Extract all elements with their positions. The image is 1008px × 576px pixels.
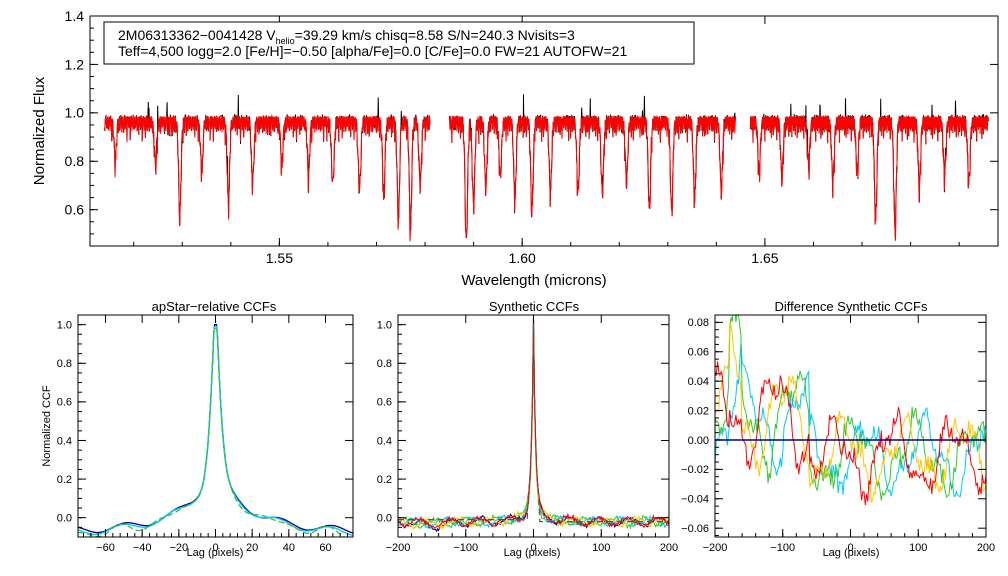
spectrum-panel: 1.55 1.60 1.65 0.6 0.8 1.0 1.2 1.4 2M06313362−0… <box>31 8 999 289</box>
apstar-ccf-series-3 <box>78 327 346 537</box>
apstar-ccf-ytick-label: 0.2 <box>57 474 72 486</box>
difference-ccf-ytick-label: 0.00 <box>688 435 709 447</box>
apstar-ccf-xtick-label: 40 <box>283 542 295 554</box>
difference-ccf-lines <box>715 315 986 506</box>
difference-ccf-series-3 <box>715 322 986 504</box>
synthetic-ccf-ytick-label: 0.0 <box>377 513 392 525</box>
apstar-ccf-panel: apStar−relative CCFs −60 −40 −20 0 20 40 60 0.0… <box>41 299 354 559</box>
spectrum-xtick-label: 1.65 <box>751 250 778 266</box>
spectrum-ytick-label: 1.0 <box>65 105 85 121</box>
difference-ccf-xtick-label: 200 <box>977 542 995 554</box>
apstar-ccf-ytick-label: 0.8 <box>57 358 72 370</box>
spectrum-ticks: 1.55 1.60 1.65 0.6 0.8 1.0 1.2 1.4 <box>65 8 998 266</box>
difference-ccf-title: Difference Synthetic CCFs <box>775 299 928 314</box>
difference-ccf-series-4 <box>715 361 986 506</box>
apstar-ccf-ytick-label: 1.0 <box>57 320 72 332</box>
spectrum-plot-lines <box>104 94 989 242</box>
apstar-ccf-xtick-label: −60 <box>96 542 115 554</box>
apstar-ccf-ytick-label: 0.0 <box>57 513 72 525</box>
difference-ccf-xtick-label: 100 <box>909 542 927 554</box>
synthetic-ccf-xtick-label: 0 <box>530 542 536 554</box>
apstar-ccf-series-1 <box>78 324 353 534</box>
synthetic-ccf-panel: Synthetic CCFs −200 −100 0 100 200 0.0 0.2 0.4 0… <box>377 299 678 559</box>
difference-ccf-panel: Difference Synthetic CCFs −200 −100 0 100 20… <box>681 299 995 559</box>
synthetic-ccf-title: Synthetic CCFs <box>489 299 580 314</box>
synthetic-ccf-xtick-label: −200 <box>386 542 411 554</box>
difference-ccf-xtick-label: 0 <box>847 542 853 554</box>
difference-ccf-xtick-label: −200 <box>703 542 728 554</box>
apstar-ccf-ytick-label: 0.4 <box>57 435 72 447</box>
apstar-ccf-xtick-label: −40 <box>133 542 152 554</box>
difference-ccf-ytick-label: −0.04 <box>681 494 709 506</box>
spectrum-ytick-label: 1.2 <box>65 56 85 72</box>
spectrum-xtick-label: 1.55 <box>266 250 293 266</box>
difference-ccf-ytick-label: 0.02 <box>688 405 709 417</box>
synthetic-ccf-ytick-label: 0.2 <box>377 474 392 486</box>
spectrum-ytick-label: 0.8 <box>65 153 85 169</box>
synthetic-ccf-xtick-label: −100 <box>453 542 478 554</box>
difference-ccf-ytick-label: −0.06 <box>681 523 709 535</box>
synthetic-ccf-xtick-label: 100 <box>592 542 610 554</box>
apstar-ccf-ylabel: Normalized CCF <box>41 385 53 467</box>
spectrum-xtick-label: 1.60 <box>509 250 536 266</box>
synthetic-ccf-ytick-label: 0.8 <box>377 358 392 370</box>
apstar-ccf-ytick-label: 0.6 <box>57 397 72 409</box>
spectrum-xlabel: Wavelength (microns) <box>461 272 606 289</box>
apstar-ccf-xtick-label: −20 <box>169 542 188 554</box>
apstar-ccf-xtick-label: 0 <box>212 542 218 554</box>
apstar-ccf-xtick-label: 20 <box>246 542 258 554</box>
synthetic-ccf-ytick-label: 1.0 <box>377 320 392 332</box>
info-box <box>103 21 695 65</box>
difference-ccf-ticks: −200 −100 0 100 200 −0.06 −0.04 −0.02 0.00 0.02 0.… <box>681 315 995 554</box>
synthetic-ccf-ticks: −200 −100 0 100 200 0.0 0.2 0.4 0.6 0.8 1.0 <box>377 315 678 554</box>
difference-ccf-ytick-label: 0.08 <box>688 317 709 329</box>
spectrum-ylabel: Normalized Flux <box>31 76 48 185</box>
info-line-1: 2M06313362−0041428 Vhelio=39.29 km/s chi… <box>118 27 575 46</box>
spectrum-ytick-label: 0.6 <box>65 202 85 218</box>
apstar-ccf-lines <box>78 324 353 537</box>
apstar-ccf-xtick-label: 60 <box>319 542 331 554</box>
apstar-ccf-ticks: −60 −40 −20 0 20 40 60 0.0 0.2 0.4 0.6 0.8 1.0 <box>57 315 353 554</box>
difference-ccf-ytick-label: 0.06 <box>688 347 709 359</box>
synthetic-ccf-ytick-label: 0.4 <box>377 435 392 447</box>
spectrum-ytick-label: 1.4 <box>65 8 85 24</box>
spectrum-model-chip-3 <box>749 114 989 241</box>
synthetic-ccf-xtick-label: 200 <box>660 542 678 554</box>
synthetic-ccf-ytick-label: 0.6 <box>377 397 392 409</box>
difference-ccf-xlabel: Lag (pixels) <box>823 547 880 559</box>
apstar-ccf-title: apStar−relative CCFs <box>152 299 277 314</box>
spectrum-axes-frame <box>89 15 999 247</box>
difference-ccf-ytick-label: 0.04 <box>688 376 709 388</box>
apstar-ccf-xlabel: Lag (pixels) <box>187 547 244 559</box>
synthetic-ccf-xlabel: Lag (pixels) <box>504 547 561 559</box>
difference-ccf-xtick-label: −100 <box>770 542 795 554</box>
spectrum-model-chip-2 <box>448 114 737 238</box>
difference-ccf-ytick-label: −0.02 <box>681 464 709 476</box>
spectrum-model-chip-1 <box>104 114 431 241</box>
difference-ccf-series-2 <box>715 315 986 501</box>
info-line-2: Teff=4,500 logg=2.0 [Fe/H]=−0.50 [alpha/… <box>118 43 627 59</box>
